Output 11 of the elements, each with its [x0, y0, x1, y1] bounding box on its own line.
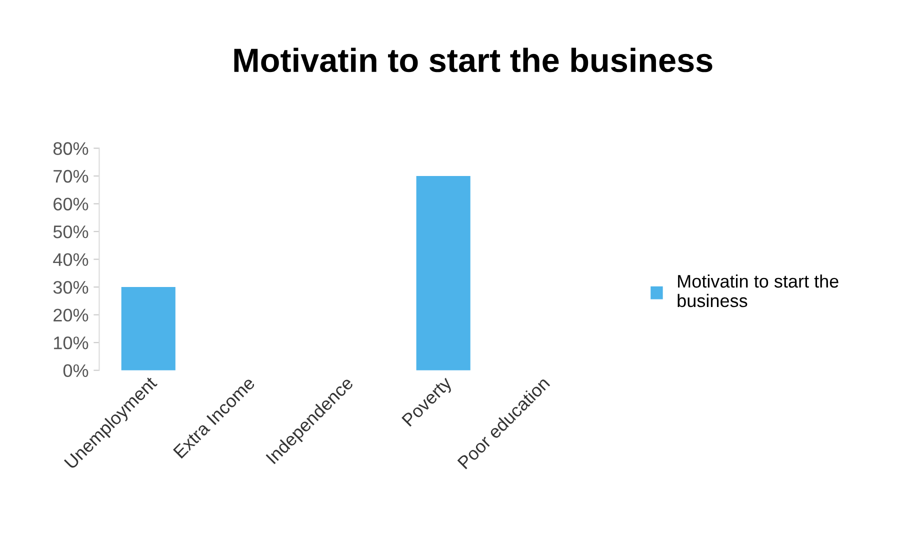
y-tick-label: 30%: [53, 280, 88, 294]
y-tick-label: 80%: [53, 142, 88, 155]
y-tick-label: 70%: [54, 170, 88, 183]
chart-title: Motivatin to start the business: [234, 48, 712, 72]
y-tick-label: 20%: [54, 308, 88, 322]
y-tick-label: 40%: [53, 253, 88, 266]
y-tick-label: 50%: [53, 225, 88, 238]
y-tick-label: 0%: [63, 364, 88, 378]
y-tick-label: 60%: [54, 198, 88, 210]
y-tick-label: 10%: [54, 336, 88, 350]
legend-label: Motivatin to start the business: [678, 274, 838, 308]
